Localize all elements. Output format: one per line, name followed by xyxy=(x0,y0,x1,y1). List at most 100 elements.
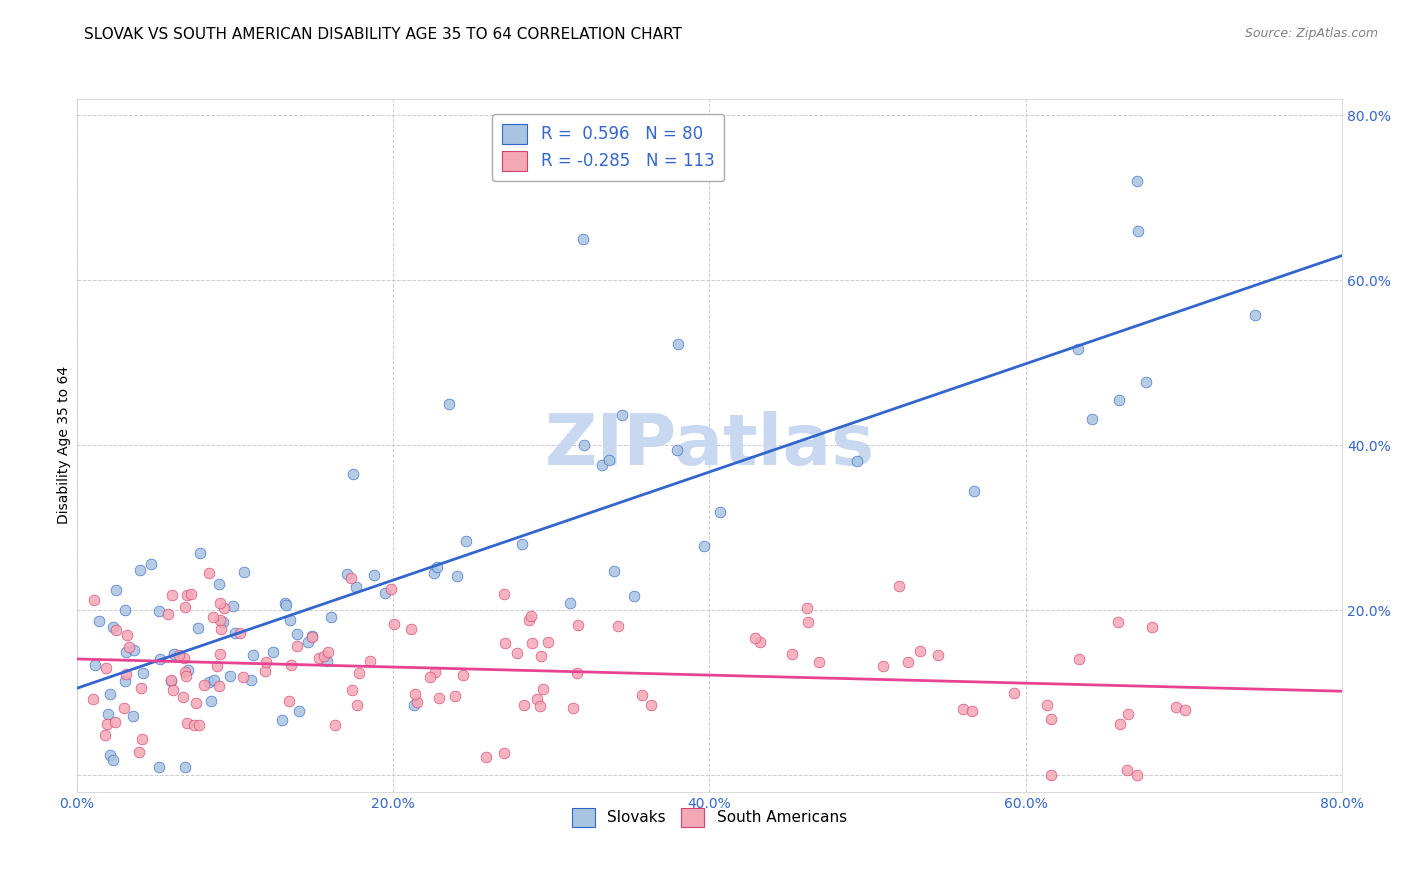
Point xyxy=(187,621,209,635)
Point xyxy=(224,625,246,640)
Point xyxy=(270,713,292,727)
Point xyxy=(200,694,222,708)
Point xyxy=(382,616,405,631)
Point xyxy=(510,537,533,551)
Point xyxy=(574,438,596,452)
Point xyxy=(846,454,869,468)
Point xyxy=(149,652,172,666)
Point xyxy=(316,654,339,668)
Point xyxy=(1040,712,1063,726)
Point xyxy=(98,747,121,762)
Point xyxy=(160,673,183,688)
Point xyxy=(184,696,207,710)
Point xyxy=(139,558,162,572)
Point xyxy=(274,598,297,612)
Text: ZIPatlas: ZIPatlas xyxy=(544,410,875,480)
Point xyxy=(340,571,363,585)
Point xyxy=(591,458,613,472)
Point xyxy=(623,590,645,604)
Point xyxy=(174,669,197,683)
Point xyxy=(437,397,460,411)
Point xyxy=(148,760,170,774)
Point xyxy=(494,746,516,760)
Point xyxy=(288,704,311,718)
Point xyxy=(101,753,124,767)
Point xyxy=(427,690,450,705)
Point xyxy=(188,547,211,561)
Text: Source: ZipAtlas.com: Source: ZipAtlas.com xyxy=(1244,27,1378,40)
Point xyxy=(1002,686,1025,700)
Point xyxy=(94,661,117,675)
Point xyxy=(212,600,235,615)
Point xyxy=(104,623,127,637)
Point xyxy=(897,655,920,669)
Point xyxy=(693,539,716,553)
Point xyxy=(517,613,540,627)
Point xyxy=(301,629,323,643)
Point xyxy=(531,681,554,696)
Point xyxy=(285,639,308,653)
Point xyxy=(607,619,630,633)
Point xyxy=(96,716,118,731)
Point xyxy=(513,698,536,713)
Point xyxy=(530,649,553,664)
Point xyxy=(537,635,560,649)
Point xyxy=(960,704,983,718)
Point xyxy=(211,615,233,629)
Point xyxy=(492,587,515,601)
Point xyxy=(529,699,551,714)
Point xyxy=(927,648,949,662)
Point xyxy=(202,673,225,687)
Point xyxy=(180,587,202,601)
Point xyxy=(104,714,127,729)
Point xyxy=(749,635,772,649)
Point xyxy=(336,567,359,582)
Point xyxy=(208,577,231,591)
Point xyxy=(1164,699,1187,714)
Point xyxy=(603,564,626,578)
Point xyxy=(453,668,475,682)
Point xyxy=(198,566,221,580)
Point xyxy=(423,665,446,680)
Point xyxy=(173,650,195,665)
Point xyxy=(177,663,200,677)
Point xyxy=(285,626,308,640)
Point xyxy=(162,647,184,661)
Point xyxy=(131,731,153,746)
Point xyxy=(446,569,468,583)
Point xyxy=(197,675,219,690)
Point xyxy=(349,665,371,680)
Point xyxy=(342,467,364,482)
Point xyxy=(162,682,184,697)
Point xyxy=(380,582,402,597)
Point xyxy=(910,644,932,658)
Point xyxy=(122,709,145,723)
Point xyxy=(475,750,498,764)
Point xyxy=(174,600,197,615)
Point xyxy=(404,698,426,713)
Point xyxy=(1174,703,1197,717)
Point xyxy=(87,614,110,628)
Point xyxy=(93,728,115,742)
Point xyxy=(233,565,256,579)
Point xyxy=(796,601,818,615)
Point xyxy=(363,568,385,582)
Point xyxy=(156,607,179,622)
Point xyxy=(301,630,323,644)
Point xyxy=(1126,768,1149,782)
Point xyxy=(128,745,150,759)
Point xyxy=(114,674,136,689)
Point xyxy=(572,232,595,246)
Point xyxy=(406,695,429,709)
Point xyxy=(183,717,205,731)
Point xyxy=(1244,308,1267,322)
Point xyxy=(209,647,232,661)
Point xyxy=(221,599,243,614)
Point xyxy=(98,687,121,701)
Point xyxy=(118,640,141,654)
Point xyxy=(297,635,319,649)
Point xyxy=(105,582,128,597)
Point xyxy=(114,701,136,715)
Point xyxy=(640,698,662,712)
Point xyxy=(209,596,232,610)
